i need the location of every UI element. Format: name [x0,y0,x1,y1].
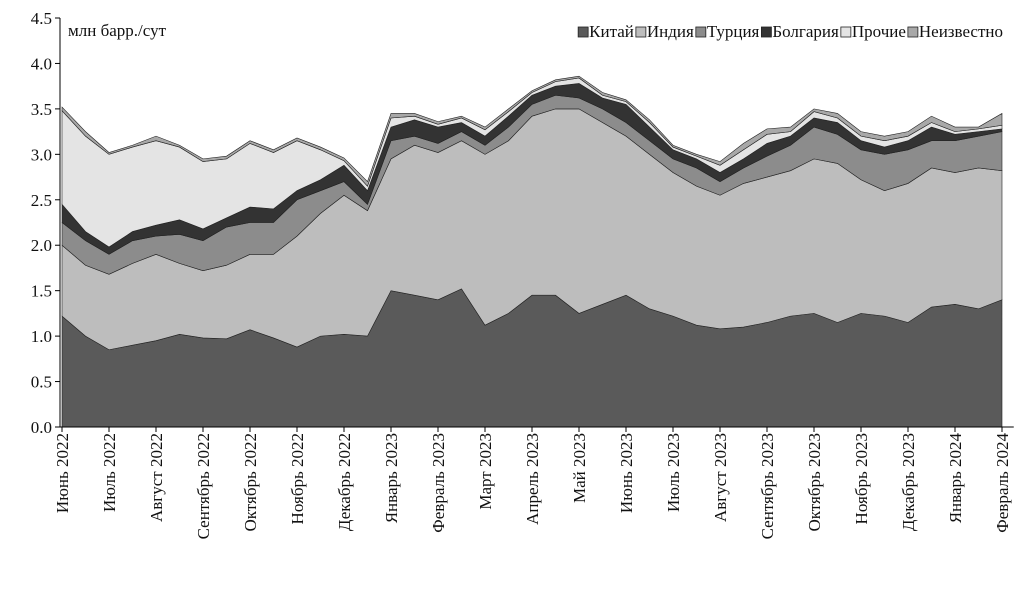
x-tick-label: Январь 2023 [382,433,401,523]
y-tick-label: 0.5 [31,373,52,392]
x-tick-label: Февраль 2023 [429,433,448,533]
x-tick-label: Июнь 2023 [617,433,636,513]
legend: Китай Индия Турция Болгария Прочие Неизвестно [577,22,1003,41]
y-axis-label: млн барр./сут [68,21,167,40]
y-tick-label: 0.0 [31,418,52,437]
x-tick-label: Октябрь 2023 [805,433,824,532]
x-tick-label: Сентябрь 2022 [194,433,213,539]
area [61,75,1003,187]
x-tick-label: Июнь 2022 [53,433,72,513]
legend-swatch [695,26,707,38]
legend-swatch [760,26,772,38]
legend-label: Прочие [852,22,906,41]
legend-swatch [907,26,919,38]
x-tick-label: Февраль 2024 [993,433,1012,533]
y-tick-label: 3.5 [31,100,52,119]
y-tick-label: 4.5 [31,9,52,28]
legend-label: Турция [707,22,760,41]
y-tick-label: 3.0 [31,145,52,164]
legend-label: Индия [647,22,694,41]
x-tick-label: Ноябрь 2022 [288,433,307,524]
legend-label: Болгария [772,22,839,41]
y-tick-label: 1.5 [31,282,52,301]
legend-swatch [840,26,852,38]
legend-swatch [577,26,589,38]
y-tick-label: 1.0 [31,327,52,346]
y-tick-label: 4.0 [31,54,52,73]
x-tick-label: Январь 2024 [946,433,965,524]
x-tick-label: Декабрь 2023 [899,433,918,531]
x-tick-label: Ноябрь 2023 [852,433,871,524]
x-tick-label: Май 2023 [570,433,589,503]
x-tick-label: Сентябрь 2023 [758,433,777,539]
x-tick-label: Апрель 2023 [523,433,542,525]
x-tick-label: Март 2023 [476,433,495,510]
y-tick-label: 2.5 [31,191,52,210]
x-tick-label: Декабрь 2022 [335,433,354,531]
x-tick-label: Август 2022 [147,433,166,522]
x-tick-label: Июль 2022 [100,433,119,512]
legend-label: Китай [589,22,634,41]
x-tick-label: Июль 2023 [664,433,683,512]
x-tick-label: Октябрь 2022 [241,433,260,532]
x-tick-label: Август 2023 [711,433,730,522]
legend-swatch [635,26,647,38]
legend-label: Неизвестно [919,22,1003,41]
y-tick-label: 2.0 [31,236,52,255]
